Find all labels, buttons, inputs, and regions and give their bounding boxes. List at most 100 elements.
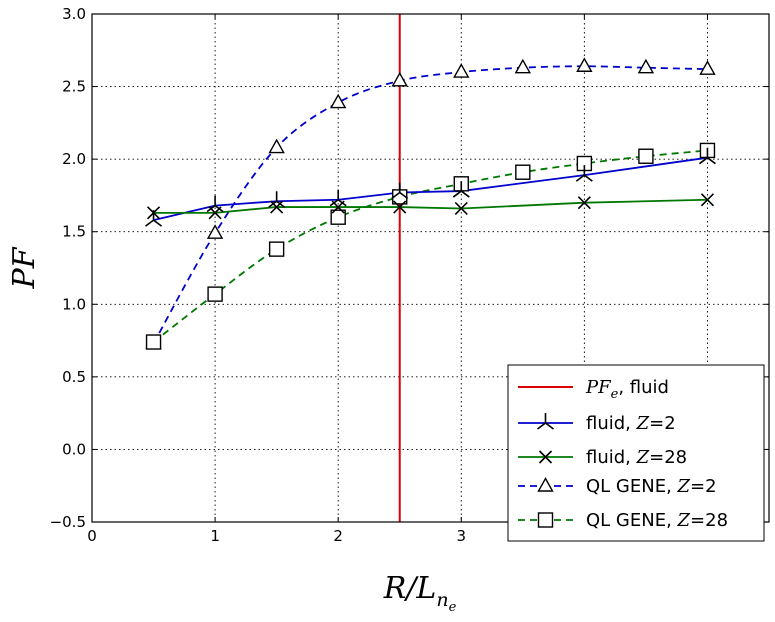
data-point bbox=[576, 57, 593, 72]
legend-box bbox=[507, 364, 765, 542]
data-point bbox=[270, 200, 284, 214]
data-point bbox=[575, 165, 593, 182]
marker-tri-down bbox=[698, 147, 716, 165]
marker-triangle bbox=[206, 224, 224, 239]
x-tick-label: 0 bbox=[87, 527, 97, 545]
y-tick-label: −0.5 bbox=[50, 513, 86, 531]
legend-label: QL GENE, Z=2 bbox=[586, 476, 717, 497]
legend-text-rest: , fluid bbox=[618, 377, 669, 398]
data-point bbox=[637, 58, 655, 74]
data-point bbox=[514, 58, 532, 74]
legend-text-prefix: fluid, bbox=[586, 413, 637, 434]
marker-x bbox=[331, 200, 345, 214]
data-point bbox=[393, 200, 407, 214]
legend-marker bbox=[537, 477, 554, 492]
legend-text-value: =2 bbox=[690, 476, 717, 497]
legend-marker bbox=[537, 512, 554, 528]
marker-triangle bbox=[329, 93, 347, 109]
data-point bbox=[391, 182, 409, 200]
data-point bbox=[206, 195, 224, 213]
legend-marker bbox=[538, 450, 553, 464]
marker-x bbox=[208, 206, 222, 220]
legend-math-pf: PF bbox=[585, 377, 612, 398]
legend-math-z: Z bbox=[636, 447, 650, 468]
legend-label: fluid, Z=2 bbox=[586, 413, 676, 434]
data-point bbox=[208, 206, 222, 220]
marker-tri-down bbox=[452, 181, 470, 198]
data-point bbox=[700, 193, 715, 207]
marker-x bbox=[454, 201, 468, 216]
marker-square bbox=[268, 241, 285, 257]
data-point bbox=[454, 201, 468, 216]
legend-math-z: Z bbox=[677, 476, 691, 497]
marker-tri-down bbox=[537, 413, 554, 430]
legend-label: QL GENE, Z=28 bbox=[586, 510, 728, 531]
marker-x bbox=[538, 450, 553, 464]
data-point bbox=[452, 181, 470, 198]
marker-triangle bbox=[699, 60, 716, 75]
marker-triangle bbox=[537, 477, 554, 492]
marker-x bbox=[393, 200, 407, 214]
legend-math-sub: e bbox=[611, 387, 619, 402]
marker-x bbox=[700, 193, 715, 207]
data-point bbox=[146, 206, 161, 220]
legend-label: PFe, fluid bbox=[585, 377, 669, 402]
data-point bbox=[268, 138, 285, 154]
x-axis-label: R/Lne bbox=[383, 571, 457, 615]
series-line bbox=[153, 198, 708, 214]
marker-square bbox=[638, 148, 654, 164]
data-point bbox=[330, 209, 346, 225]
data-point bbox=[331, 200, 345, 214]
marker-x bbox=[146, 206, 161, 220]
y-tick-label: 2.5 bbox=[62, 78, 86, 96]
y-tick-label: 1.0 bbox=[62, 295, 86, 313]
legend-text-prefix: QL GENE, bbox=[586, 510, 678, 531]
marker-triangle bbox=[514, 58, 532, 74]
legend-marker bbox=[537, 413, 554, 430]
y-axis-label: PF bbox=[7, 246, 42, 289]
marker-tri-down bbox=[268, 191, 286, 208]
data-point bbox=[329, 93, 347, 109]
data-point bbox=[453, 63, 470, 78]
data-point bbox=[391, 71, 408, 87]
marker-square bbox=[145, 334, 162, 350]
data-point bbox=[268, 191, 286, 208]
marker-square bbox=[537, 512, 554, 528]
marker-triangle bbox=[637, 58, 655, 74]
data-point bbox=[699, 60, 716, 75]
marker-square bbox=[330, 209, 346, 225]
y-tick-label: 3.0 bbox=[62, 5, 86, 23]
marker-triangle bbox=[453, 63, 470, 78]
x-tick-label: 2 bbox=[333, 527, 343, 545]
marker-tri-down bbox=[575, 165, 593, 182]
series-line bbox=[152, 149, 708, 343]
y-tick-label: 1.5 bbox=[62, 223, 86, 241]
legend-label: fluid, Z=28 bbox=[586, 447, 687, 468]
data-point bbox=[207, 286, 223, 302]
marker-triangle bbox=[268, 138, 285, 154]
series-line bbox=[153, 156, 708, 221]
data-point bbox=[638, 148, 654, 164]
plot-frame bbox=[91, 13, 770, 523]
marker-group bbox=[145, 57, 716, 350]
y-tick-label: 0.0 bbox=[62, 440, 86, 458]
marker-x bbox=[270, 200, 284, 214]
y-tick-label: 2.0 bbox=[62, 150, 86, 168]
legend-text-value: =2 bbox=[649, 413, 676, 434]
marker-square bbox=[207, 286, 223, 302]
y-tick-label: 0.5 bbox=[62, 368, 86, 386]
legend-text-prefix: fluid, bbox=[586, 447, 637, 468]
legend-math-z: Z bbox=[636, 413, 650, 434]
legend-text-value: =28 bbox=[649, 447, 687, 468]
marker-triangle bbox=[576, 57, 593, 72]
marker-square bbox=[515, 164, 531, 180]
data-point bbox=[145, 334, 162, 350]
data-point bbox=[577, 196, 591, 210]
data-point bbox=[268, 241, 285, 257]
marker-triangle bbox=[391, 71, 408, 87]
data-point bbox=[515, 164, 531, 180]
x-axis-label-subsubscript: e bbox=[449, 600, 457, 615]
x-tick-label: 1 bbox=[210, 527, 220, 545]
marker-x bbox=[577, 196, 591, 210]
